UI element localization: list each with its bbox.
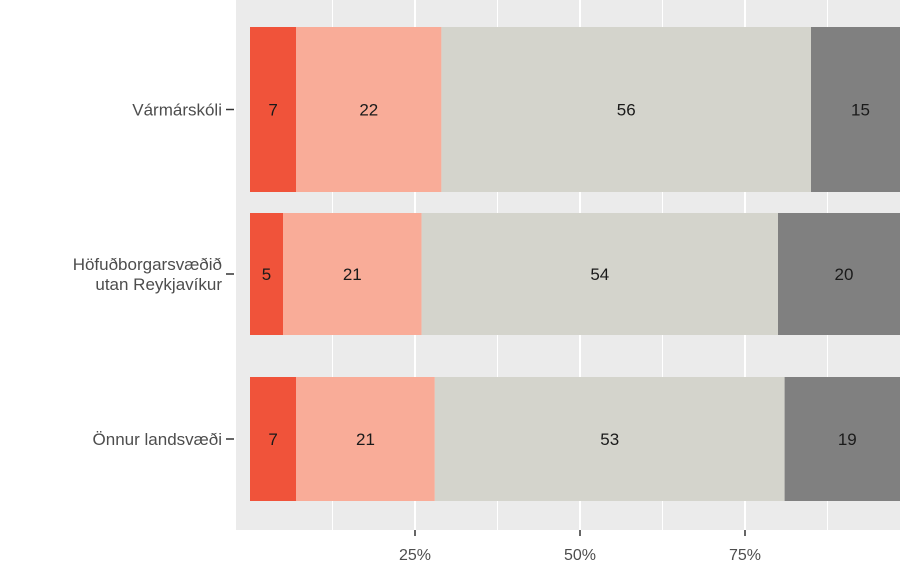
category-label: Vármárskóli <box>132 101 222 120</box>
bar-segment <box>441 27 811 192</box>
bar-segment-value-label: 5 <box>262 265 271 284</box>
bar-segment-value-label: 19 <box>838 430 857 449</box>
bar-segment <box>784 377 900 501</box>
bar-segment-value-label: 15 <box>851 101 870 120</box>
category-label: Önnur landsvæði <box>93 430 222 449</box>
bar-segment <box>250 377 297 501</box>
bar-segment <box>296 377 435 501</box>
bar-segment <box>421 213 778 335</box>
bar-segment-value-label: 56 <box>617 101 636 120</box>
bar-segment-value-label: 53 <box>600 430 619 449</box>
bar-segment <box>811 27 900 192</box>
segment-value-labels: 7 22 56 15 5 21 54 20 7 21 53 19 <box>262 101 870 450</box>
category-label: Höfuðborgarsvæðið <box>73 255 222 274</box>
bar-segment <box>250 213 283 335</box>
bar-segments <box>250 27 900 501</box>
bar-segment <box>250 27 297 192</box>
bar-segment-value-label: 7 <box>268 430 277 449</box>
bar-segment-value-label: 54 <box>590 265 609 284</box>
bar-segment-value-label: 21 <box>343 265 362 284</box>
bar-segment-value-label: 20 <box>835 265 854 284</box>
bar-segment <box>778 213 900 335</box>
bar-segment <box>283 213 422 335</box>
x-tick-label: 50% <box>564 547 596 564</box>
category-label: utan Reykjavíkur <box>95 275 222 294</box>
bar-segment <box>434 377 785 501</box>
bar-segment-value-label: 21 <box>356 430 375 449</box>
x-tick-label: 25% <box>399 547 431 564</box>
bar-segment <box>296 27 442 192</box>
x-tick-label: 75% <box>729 547 761 564</box>
bar-segment-value-label: 22 <box>359 101 378 120</box>
x-axis-tick-labels: 25% 50% 75% <box>399 547 761 564</box>
bar-segment-value-label: 7 <box>268 101 277 120</box>
